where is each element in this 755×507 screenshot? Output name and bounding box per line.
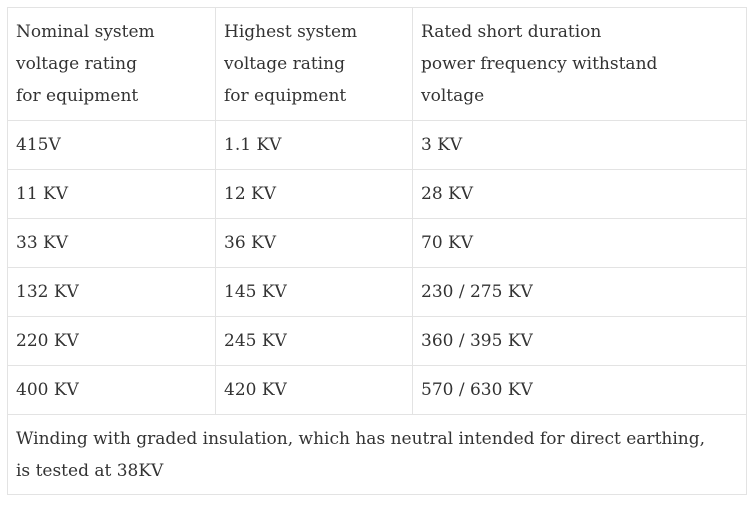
header-text: for equipment (16, 86, 139, 106)
table-cell: 132 KV (7, 267, 216, 317)
voltage-rating-table: Nominal system voltage rating for equipm… (7, 7, 747, 495)
table-cell: 570 / 630 KV (412, 365, 747, 415)
header-text: power frequency withstand (421, 54, 658, 74)
header-text: voltage (421, 86, 485, 106)
table-row: 132 KV 145 KV 230 / 275 KV (7, 267, 747, 317)
header-cell-nominal-voltage: Nominal system voltage rating for equipm… (7, 7, 216, 121)
header-cell-highest-voltage: Highest system voltage rating for equipm… (215, 7, 413, 121)
table-cell: 230 / 275 KV (412, 267, 747, 317)
table-cell: 36 KV (215, 218, 413, 268)
table-cell: 12 KV (215, 169, 413, 219)
table-cell: 1.1 KV (215, 120, 413, 170)
table-cell: 360 / 395 KV (412, 316, 747, 366)
table-cell: 420 KV (215, 365, 413, 415)
table-row: 11 KV 12 KV 28 KV (7, 169, 747, 219)
header-cell-withstand-voltage: Rated short duration power frequency wit… (412, 7, 747, 121)
header-text: Nominal system (16, 22, 155, 42)
table-header-row: Nominal system voltage rating for equipm… (7, 7, 747, 121)
table-cell: 11 KV (7, 169, 216, 219)
table-cell: 33 KV (7, 218, 216, 268)
table-row: 415V 1.1 KV 3 KV (7, 120, 747, 170)
table-cell: 70 KV (412, 218, 747, 268)
table-row: 220 KV 245 KV 360 / 395 KV (7, 316, 747, 366)
table-cell: 3 KV (412, 120, 747, 170)
table-cell: 400 KV (7, 365, 216, 415)
note-cell: Winding with graded insulation, which ha… (7, 414, 747, 495)
header-text: voltage rating (16, 54, 137, 74)
header-text: Highest system (224, 22, 358, 42)
note-text: Winding with graded insulation, which ha… (16, 428, 706, 449)
note-text: is tested at 38KV (16, 460, 164, 481)
table-row: 400 KV 420 KV 570 / 630 KV (7, 365, 747, 415)
table-cell: 415V (7, 120, 216, 170)
table-cell: 220 KV (7, 316, 216, 366)
header-text: voltage rating (224, 54, 345, 74)
header-text: Rated short duration (421, 22, 602, 42)
table-cell: 245 KV (215, 316, 413, 366)
header-text: for equipment (224, 86, 347, 106)
table-cell: 28 KV (412, 169, 747, 219)
table-row: 33 KV 36 KV 70 KV (7, 218, 747, 268)
table-cell: 145 KV (215, 267, 413, 317)
table-note-row: Winding with graded insulation, which ha… (7, 414, 747, 495)
